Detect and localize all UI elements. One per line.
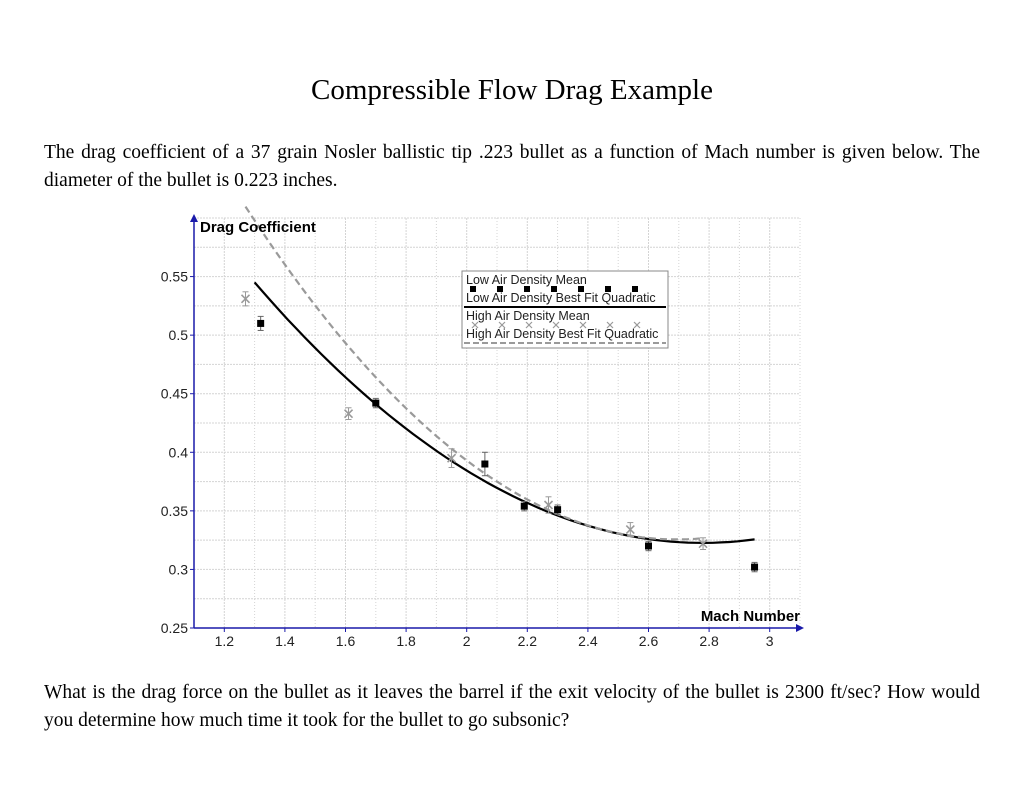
x-tick-label: 2.8 xyxy=(699,633,719,649)
chart-axes xyxy=(190,214,804,632)
y-axis-label: Drag Coefficient xyxy=(200,219,316,236)
high-density-point xyxy=(446,453,457,463)
y-tick-label: 0.4 xyxy=(169,444,189,460)
high-density-point xyxy=(625,525,635,535)
legend-entry-label: Low Air Density Best Fit Quadratic xyxy=(466,291,656,305)
legend-x-swatch xyxy=(606,321,614,329)
high-density-point xyxy=(543,500,554,510)
legend-square-swatch xyxy=(524,286,530,292)
data-points xyxy=(240,294,759,571)
x-axis-label: Mach Number xyxy=(701,608,800,625)
fit-curves xyxy=(244,205,755,545)
legend-entry-label: High Air Density Mean xyxy=(466,309,590,323)
marker-stroke xyxy=(625,525,635,535)
legend-x-swatch xyxy=(633,321,641,329)
legend-x-swatch xyxy=(498,321,506,329)
question-paragraph: What is the drag force on the bullet as … xyxy=(44,682,980,731)
x-axis-arrow xyxy=(796,624,804,632)
legend-square-swatch xyxy=(578,286,584,292)
low-density-point xyxy=(257,319,265,327)
low-density-point xyxy=(554,506,562,514)
x-tick-label: 1.6 xyxy=(336,633,356,649)
x-tick-label: 2 xyxy=(463,633,471,649)
low-density-point xyxy=(520,502,528,510)
legend-x-swatch xyxy=(471,321,479,329)
low-density-point xyxy=(481,460,489,468)
y-tick-label: 0.35 xyxy=(161,503,188,519)
legend-square-swatch xyxy=(632,286,638,292)
x-tick-label: 2.2 xyxy=(518,633,538,649)
y-tick-label: 0.5 xyxy=(169,327,189,343)
x-tick-label: 2.4 xyxy=(578,633,598,649)
x-tick-label: 1.8 xyxy=(396,633,416,649)
legend-x-swatch xyxy=(552,321,560,329)
low-density-point xyxy=(372,399,380,407)
legend-square-swatch xyxy=(497,286,503,292)
legend-entry-label: High Air Density Best Fit Quadratic xyxy=(466,327,658,341)
x-tick-label: 2.6 xyxy=(639,633,659,649)
y-tick-label: 0.25 xyxy=(161,620,188,636)
legend-square-swatch xyxy=(605,286,611,292)
y-tick-label: 0.55 xyxy=(161,269,188,285)
marker-stroke xyxy=(446,453,457,463)
legend-entry-label: Low Air Density Mean xyxy=(466,273,587,287)
low-density-fit-curve xyxy=(253,281,755,545)
marker-stroke xyxy=(240,294,251,304)
marker-stroke xyxy=(698,539,708,549)
legend-x-swatch xyxy=(579,321,587,329)
high-density-point xyxy=(240,294,251,304)
x-tick-label: 3 xyxy=(766,633,774,649)
legend-square-swatch xyxy=(470,286,476,292)
marker-stroke xyxy=(543,500,554,510)
page-title: Compressible Flow Drag Example xyxy=(311,74,713,106)
legend-box xyxy=(461,270,669,349)
legend-square-swatch xyxy=(551,286,557,292)
y-tick-label: 0.45 xyxy=(161,386,188,402)
x-tick-label: 1.2 xyxy=(215,633,235,649)
legend-x-swatch xyxy=(525,321,533,329)
high-density-point xyxy=(698,539,708,549)
marker-stroke xyxy=(343,409,354,419)
low-density-point xyxy=(751,563,759,571)
intro-paragraph: The drag coefficient of a 37 grain Nosle… xyxy=(44,142,980,191)
high-density-point xyxy=(343,409,354,419)
low-density-point xyxy=(645,542,652,550)
x-tick-label: 1.4 xyxy=(275,633,295,649)
y-tick-label: 0.3 xyxy=(169,561,189,577)
tick-labels: 1.2 1.4 1.6 1.8 2 2.2 2.4 2.6 2.8 3 0.25 0.3 0.35 0.4… xyxy=(161,269,774,649)
y-axis-arrow xyxy=(190,214,198,222)
high-density-fit-curve xyxy=(244,205,704,541)
chart-legend: Low Air Density Mean Low Air Density Best… xyxy=(461,270,669,349)
